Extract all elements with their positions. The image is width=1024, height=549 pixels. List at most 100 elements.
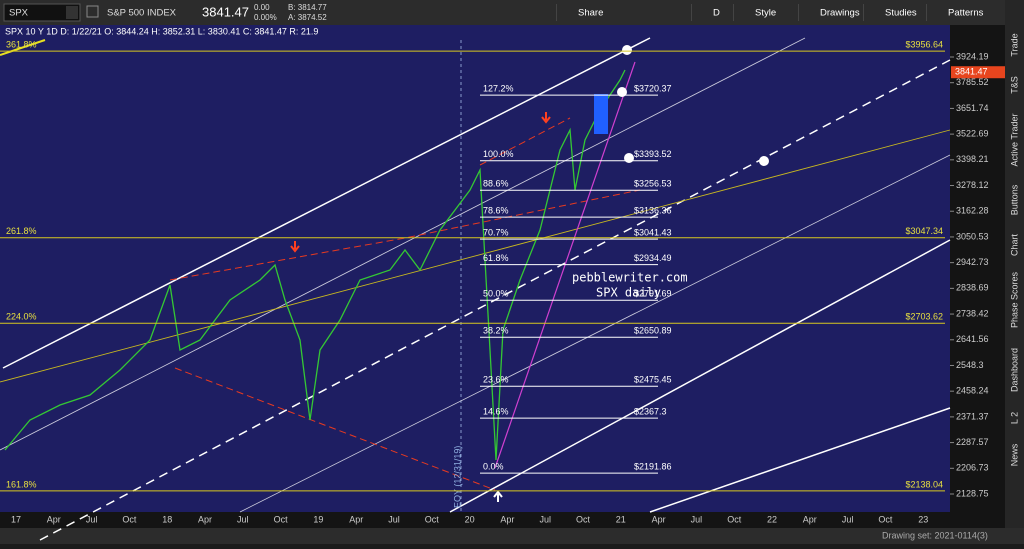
drawings: [0, 37, 951, 541]
sidebar-tab[interactable]: Buttons: [1009, 184, 1019, 215]
retracement-pct: 38.2%: [483, 326, 509, 336]
watermark: SPX daily: [596, 286, 661, 300]
sidebar-tab[interactable]: Trade: [1009, 33, 1019, 56]
time-label: 23: [918, 514, 928, 524]
sidebar-tab[interactable]: T&S: [1009, 76, 1019, 94]
marker: [617, 87, 627, 97]
toolbar-button-label[interactable]: Share: [578, 8, 603, 19]
retracement-price: $2367.3: [634, 406, 667, 416]
time-label: Apr: [803, 514, 817, 524]
trendline: [169, 189, 641, 281]
price-tick-label: 2287.57: [956, 437, 989, 447]
retracement-price: $2934.49: [634, 253, 672, 263]
extension-pct: 361.8%: [6, 39, 37, 49]
change: 0.00: [254, 3, 270, 12]
price-tick-label: 2128.75: [956, 488, 989, 498]
time-label: Oct: [727, 514, 742, 524]
retracement-pct: 88.6%: [483, 179, 509, 189]
toolbar-button[interactable]: [798, 4, 799, 21]
status-text: Drawing set: 2021-0114(3): [882, 530, 988, 540]
retracement-price: $3256.53: [634, 179, 672, 189]
retracement-pct: 50.0%: [483, 289, 509, 299]
retracement-price: $2650.89: [634, 326, 672, 336]
retracement-price: $2191.86: [634, 462, 672, 472]
sidebar-tab[interactable]: News: [1009, 443, 1019, 466]
price-tick-label: 2738.42: [956, 308, 989, 318]
trendline: [174, 367, 496, 491]
time-label: Oct: [274, 514, 289, 524]
time-label: Apr: [500, 514, 514, 524]
extension-pct: 161.8%: [6, 479, 37, 489]
symbol: SPX: [9, 8, 29, 19]
price-tick-label: 2371.37: [956, 411, 989, 421]
arrow: [493, 490, 503, 502]
price-axis: [950, 25, 1005, 512]
time-label: Apr: [47, 514, 61, 524]
price-tick-label: 2206.73: [956, 463, 989, 473]
toolbar: [0, 0, 1024, 25]
toolbar-button-label[interactable]: Patterns: [948, 8, 984, 19]
toolbar-button[interactable]: [926, 4, 927, 21]
sidebar-tab[interactable]: Dashboard: [1009, 348, 1019, 392]
time-label: Jul: [388, 514, 400, 524]
change-pct: 0.00%: [254, 13, 277, 22]
extension-pct: 224.0%: [6, 312, 37, 322]
trendline: [239, 154, 951, 513]
dropdown[interactable]: [66, 6, 78, 19]
retracement-pct: 23.6%: [483, 375, 509, 385]
price-tick-label: 3785.52: [956, 77, 989, 87]
last-price: 3841.47: [202, 4, 249, 19]
marker: [622, 45, 632, 55]
price-tick-label: 3651.74: [956, 103, 989, 113]
trendline: [2, 37, 651, 369]
extension-price: $3047.34: [905, 226, 943, 236]
retracement-price: $3041.43: [634, 227, 672, 237]
toolbar-button-label[interactable]: Style: [755, 8, 776, 19]
trendline: [649, 407, 951, 513]
marker: [759, 156, 769, 166]
watermark: pebblewriter.com: [572, 271, 688, 285]
time-label: Jul: [842, 514, 854, 524]
status-bar: [0, 528, 1024, 544]
toolbar-button-label[interactable]: D: [713, 8, 720, 19]
price-tick-label: 3522.69: [956, 128, 989, 138]
toolbar-button[interactable]: [556, 4, 557, 21]
icon[interactable]: [86, 5, 99, 18]
sidebar-tab[interactable]: Active Trader: [1009, 113, 1019, 166]
retracement-pct: 14.6%: [483, 406, 509, 416]
sidebar-tab[interactable]: Phase Scores: [1009, 271, 1019, 328]
price-tick-label: 2641.56: [956, 334, 989, 344]
time-label: 18: [162, 514, 172, 524]
time-label: 22: [767, 514, 777, 524]
trendline: [0, 129, 951, 383]
price-tick-label: 2942.73: [956, 257, 989, 267]
toolbar-button-label[interactable]: Drawings: [820, 8, 860, 19]
extension-price: $2703.62: [905, 312, 943, 322]
price-tick-label: 3050.53: [956, 231, 989, 241]
sidebar-tab[interactable]: L 2: [1009, 412, 1019, 424]
toolbar-button[interactable]: [863, 4, 864, 21]
arrow: [290, 241, 300, 253]
symbol-box[interactable]: [3, 3, 81, 22]
extension-price: $3956.64: [905, 39, 943, 49]
retracement-price: $2791.69: [634, 289, 672, 299]
extension-pct: 261.8%: [6, 226, 37, 236]
toolbar-button[interactable]: [733, 4, 734, 21]
price-tick-label: 3278.12: [956, 180, 989, 190]
bid: B: 3814.77: [288, 3, 327, 12]
sidebar-tab[interactable]: Chart: [1009, 234, 1019, 257]
highlight-box: [594, 94, 608, 134]
time-label: Jul: [691, 514, 703, 524]
chart-header: SPX 10 Y 1D D: 1/22/21 O: 3844.24 H: 385…: [5, 26, 318, 36]
time-label: Jul: [86, 514, 98, 524]
time-label: Apr: [198, 514, 212, 524]
retracement-pct: 70.7%: [483, 227, 509, 237]
time-label: 17: [11, 514, 21, 524]
time-label: 21: [616, 514, 626, 524]
toolbar-button[interactable]: [691, 4, 692, 21]
price-path: [4, 69, 626, 461]
trendline: [449, 239, 951, 513]
toolbar-button-label[interactable]: Studies: [885, 8, 917, 19]
retracement-price: $3720.37: [634, 83, 672, 93]
time-label: Jul: [539, 514, 551, 524]
